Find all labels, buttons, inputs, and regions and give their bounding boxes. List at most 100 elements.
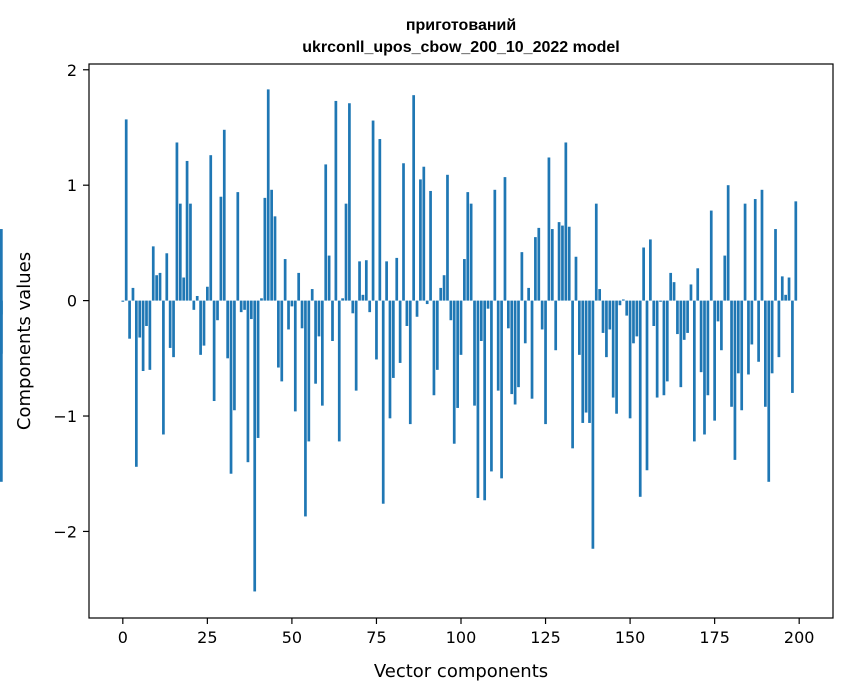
bar-127 [550, 229, 554, 301]
bar-166 [682, 300, 686, 340]
bar-57 [314, 300, 317, 384]
bar-141 [598, 289, 602, 301]
bar-65 [341, 298, 344, 301]
bar-131 [564, 142, 568, 301]
bar-25 [206, 286, 209, 301]
x-tick-label: 0 [118, 628, 128, 647]
bar-48 [283, 259, 287, 301]
bar-122 [534, 237, 537, 301]
bar-42 [263, 197, 267, 301]
bar-157 [652, 300, 656, 326]
bar-53 [300, 300, 304, 329]
bar-140 [594, 203, 598, 301]
bar-116 [513, 300, 517, 405]
bar-61 [327, 255, 331, 301]
bar-92 [432, 300, 436, 396]
bar-96 [446, 174, 449, 301]
bar-181 [733, 300, 737, 460]
bar-117 [517, 300, 520, 388]
bar-78 [385, 261, 388, 301]
bar-26 [209, 155, 213, 301]
bar-82 [398, 300, 402, 363]
bar-67 [348, 103, 351, 301]
bar-155 [645, 300, 649, 471]
bar-95 [442, 275, 446, 301]
bar-60 [324, 164, 328, 301]
bar-27 [212, 300, 216, 402]
bar-94 [439, 287, 443, 301]
bar-186 [750, 300, 754, 345]
bar-46 [277, 300, 280, 368]
bar-147 [618, 300, 622, 306]
bar-118 [520, 252, 524, 301]
bar-51 [293, 300, 297, 412]
bar-123 [537, 227, 541, 301]
bar-144 [608, 300, 612, 330]
bar-24 [202, 300, 206, 346]
chart-subtitle: ukrconll_upos_cbow_200_10_2022 model [302, 39, 619, 56]
bar-43 [266, 89, 270, 301]
bar-105 [476, 300, 480, 498]
bar-146 [615, 300, 618, 414]
x-axis-label: Vector components [374, 661, 548, 682]
bar-32 [229, 300, 233, 474]
bar-110 [493, 189, 497, 301]
bar-167 [686, 300, 689, 333]
bar-54 [304, 300, 307, 517]
bar-93 [435, 300, 439, 370]
bar-160 [662, 300, 666, 396]
bar-34 [236, 192, 240, 301]
bar-86 [412, 95, 416, 301]
bar-71 [361, 294, 365, 301]
bar-12 [162, 300, 165, 435]
bar-29 [219, 196, 223, 301]
bar-73 [368, 300, 372, 313]
bar-5 [138, 300, 142, 338]
bar-undefined [0, 300, 3, 354]
bar-128 [554, 300, 558, 351]
bar-109 [490, 300, 493, 472]
bar-39 [253, 300, 257, 592]
bar-106 [479, 300, 483, 341]
bar-90 [425, 300, 429, 305]
bar-113 [503, 177, 507, 301]
bar-152 [635, 300, 639, 337]
bar-98 [452, 300, 456, 444]
bar-100 [459, 300, 463, 355]
bar-7 [145, 300, 148, 326]
bar-158 [655, 300, 659, 398]
bar-129 [557, 222, 561, 301]
bar-101 [463, 259, 466, 301]
bar-150 [628, 300, 632, 419]
bar-112 [500, 300, 503, 479]
bar-81 [395, 257, 399, 301]
bar-19 [185, 160, 189, 301]
bar-120 [527, 287, 530, 301]
bar-56 [310, 289, 314, 301]
bar-84 [405, 300, 409, 326]
y-axis-label: Components values [14, 252, 35, 430]
bar-70 [358, 261, 361, 301]
bar-136 [581, 300, 585, 423]
bar-62 [331, 300, 334, 341]
bar-115 [510, 300, 514, 395]
bar-176 [716, 300, 720, 322]
bar-14 [168, 300, 172, 348]
bar-119 [523, 300, 527, 344]
bar-189 [760, 189, 764, 301]
bar-13 [165, 253, 169, 301]
bar-198 [791, 300, 794, 393]
bar-177 [720, 300, 723, 351]
bar-149 [625, 300, 629, 316]
bar-169 [692, 300, 696, 442]
bar-undefined [0, 300, 3, 482]
bar-154 [642, 247, 645, 301]
bar-138 [588, 300, 591, 423]
bar-40 [256, 300, 260, 438]
bar-35 [239, 300, 243, 313]
bar-148 [621, 299, 625, 301]
bar-3 [131, 287, 135, 301]
bar-99 [456, 300, 459, 408]
bar-188 [757, 300, 760, 362]
